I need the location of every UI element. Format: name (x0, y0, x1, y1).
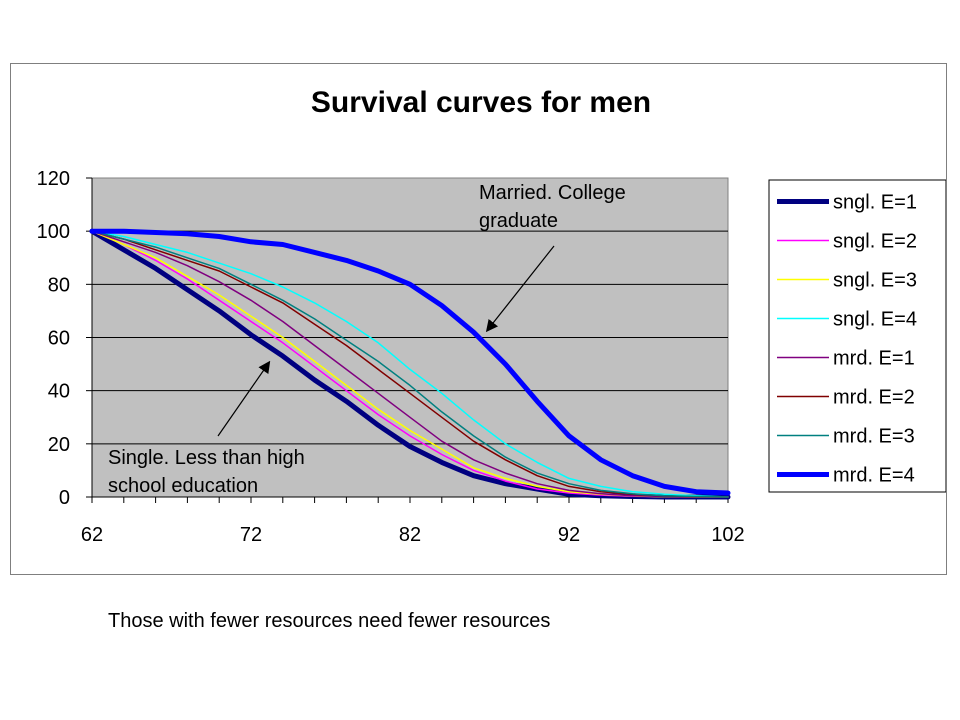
annotation-married-text: Married. College graduate (479, 182, 626, 232)
legend-label-4: sngl. E=4 (833, 309, 917, 331)
y-tick-label: 40 (48, 381, 70, 403)
annotation-single-text: Single. Less than high school education (108, 447, 305, 497)
legend-label-2: sngl. E=2 (833, 231, 917, 253)
series-line-6 (91, 230, 729, 498)
legend: sngl. E=1 sngl. E=2 sngl. E=3 sngl. E=4 mrd.… (768, 179, 946, 493)
x-tick-label: 72 (240, 524, 262, 546)
y-tick-label: 120 (37, 168, 70, 190)
annotation-married-line: graduate (479, 210, 558, 232)
y-tick-label: 100 (37, 221, 70, 243)
annotation-married-line: Married. College (479, 182, 626, 204)
legend-label-7: mrd. E=3 (833, 426, 915, 448)
legend-label-3: sngl. E=3 (833, 270, 917, 292)
legend-box (768, 179, 946, 493)
legend-label-1: sngl. E=1 (833, 192, 917, 214)
y-tick-label: 60 (48, 328, 70, 350)
chart-svg: Survival curves for men 0 20 40 60 80 100 120 6… (37, 86, 946, 546)
x-tick-label: 92 (558, 524, 580, 546)
series-line-8 (89, 228, 731, 496)
y-tick-label: 0 (59, 487, 70, 509)
legend-label-5: mrd. E=1 (833, 348, 915, 370)
x-tick-label: 102 (711, 524, 744, 546)
chart-frame: Survival curves for men 0 20 40 60 80 100 120 6… (10, 63, 947, 575)
series-line-7 (91, 230, 729, 498)
slide-caption: Those with fewer resources need fewer re… (108, 610, 551, 632)
legend-label-8: mrd. E=4 (833, 465, 915, 487)
series-line-5 (91, 230, 729, 498)
plot-area: 0 20 40 60 80 100 120 62 72 82 92 102 Married. Colle… (37, 168, 745, 546)
series-line-4 (91, 230, 729, 498)
annotation-married-arrow (485, 245, 555, 333)
annotation-single-arrow (217, 360, 271, 437)
x-tick-label: 82 (399, 524, 421, 546)
y-tick-label: 20 (48, 434, 70, 456)
chart-title: Survival curves for men (311, 86, 651, 119)
y-tick-label: 80 (48, 274, 70, 296)
annotation-single-line: Single. Less than high (108, 447, 305, 469)
annotation-single-line: school education (108, 475, 258, 497)
legend-label-6: mrd. E=2 (833, 387, 915, 409)
x-tick-label: 62 (81, 524, 103, 546)
